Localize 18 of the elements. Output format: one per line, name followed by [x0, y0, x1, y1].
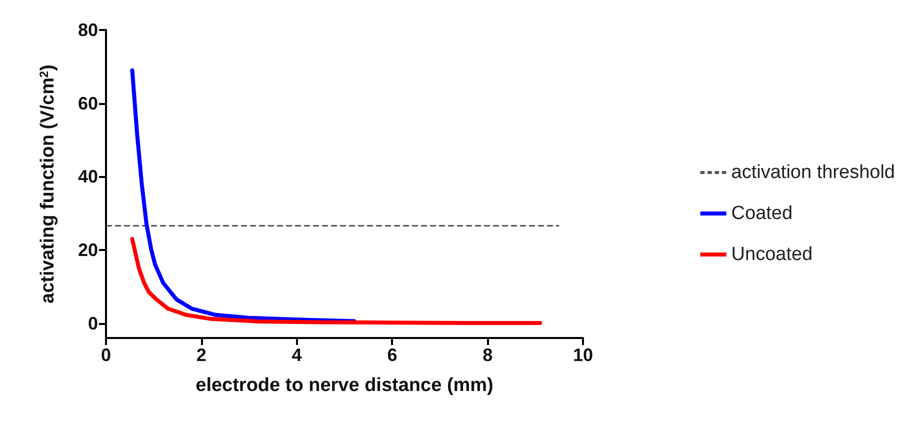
x-tick-label: 4: [292, 345, 302, 365]
legend-label: activation threshold: [731, 162, 896, 183]
x-tick-label: 0: [100, 345, 112, 365]
y-tick-label: 40: [78, 166, 98, 187]
y-axis-title: activating function (V/cm2): [37, 64, 58, 304]
y-tick-label: 20: [78, 240, 98, 260]
y-tick-label: 80: [78, 20, 98, 40]
legend-label: Uncoated: [731, 244, 813, 265]
x-tick-label: 8: [482, 345, 493, 365]
line-series: [130, 237, 542, 325]
y-tick-label: 60: [78, 93, 98, 114]
line-series: [130, 68, 356, 324]
x-tick-label: 2: [196, 345, 206, 365]
x-tick-label: 10: [572, 345, 594, 365]
legend-label: Coated: [731, 203, 793, 224]
x-axis-title: electrode to nerve distance (mm): [196, 375, 494, 396]
y-tick-label: 0: [88, 313, 98, 334]
x-tick-label: 6: [387, 345, 398, 365]
